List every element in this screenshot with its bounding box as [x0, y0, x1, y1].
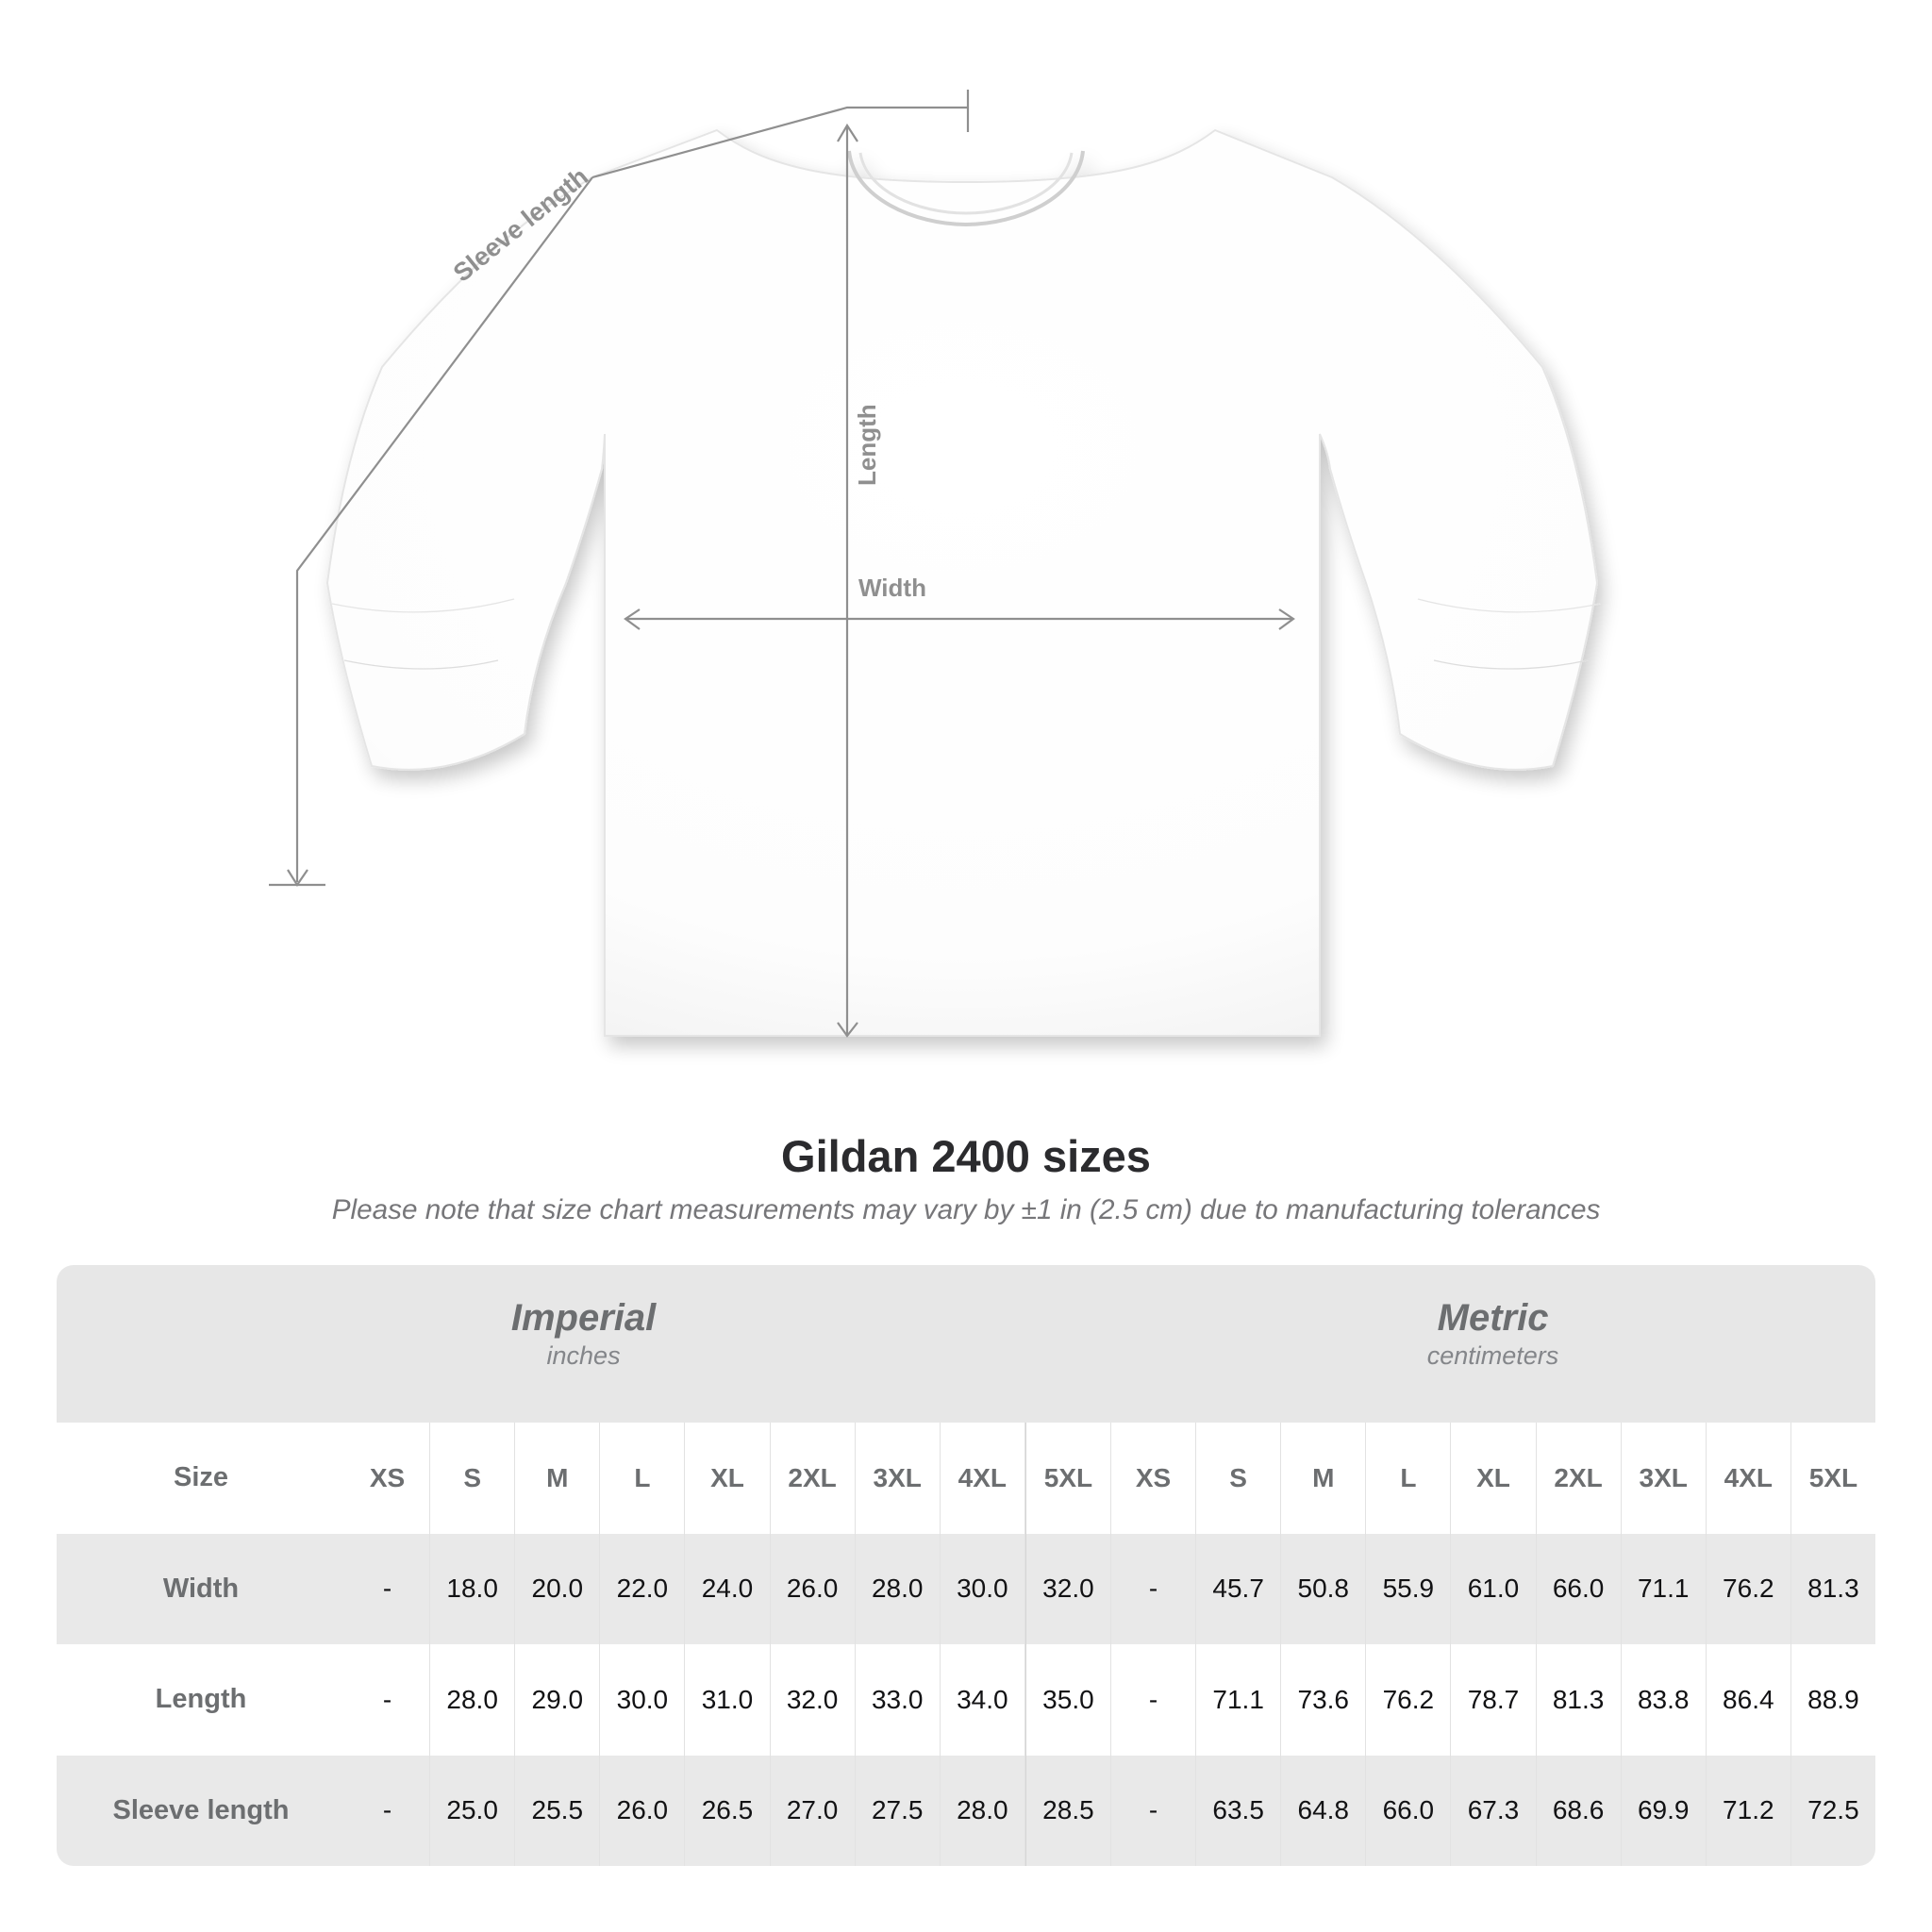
svg-text:Width: Width	[858, 574, 926, 602]
svg-text:Length: Length	[853, 404, 881, 486]
